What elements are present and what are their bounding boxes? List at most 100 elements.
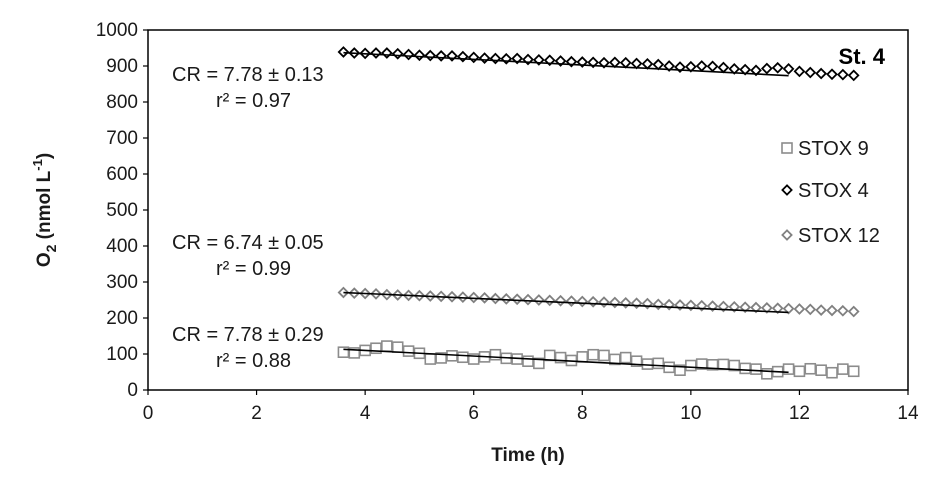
x-tick-label: 8: [577, 403, 588, 424]
data-point-stox-9: [391, 341, 404, 353]
series-layer: [337, 46, 860, 380]
data-point-stox-9: [587, 348, 599, 361]
data-point-stox-12: [641, 297, 654, 310]
data-point-stox-4: [370, 47, 382, 59]
y-axis-title-superscript: -1: [30, 159, 45, 171]
data-point-stox-9: [609, 353, 621, 366]
y-tick-label: 800: [106, 92, 138, 113]
legend-label-stox-9: STOX 9: [798, 138, 869, 160]
data-point-stox-4: [402, 48, 415, 61]
data-point-stox-4: [663, 60, 676, 72]
trendline-stox-9: [343, 348, 789, 374]
legend-marker-stox-9: [781, 142, 793, 154]
data-point-stox-12: [836, 304, 849, 317]
data-point-stox-4: [598, 56, 610, 69]
data-point-stox-9: [761, 367, 773, 380]
x-tick-label: 4: [360, 403, 371, 424]
series-stox-12: [337, 286, 860, 318]
data-point-stox-12: [739, 301, 752, 314]
annotation-stox4-r2: r² = 0.97: [216, 90, 291, 112]
data-point-stox-12: [630, 297, 643, 310]
data-point-stox-4: [489, 52, 502, 65]
data-point-stox-9: [435, 352, 447, 364]
data-point-stox-9: [695, 358, 708, 370]
data-point-stox-12: [760, 302, 773, 314]
legend-label-stox-4: STOX 4: [798, 180, 869, 202]
data-point-stox-4: [836, 68, 849, 81]
annotation-stox9: CR = 7.78 ± 0.29 r² = 0.88: [172, 324, 324, 372]
data-point-stox-9: [598, 349, 610, 362]
data-point-stox-12: [717, 300, 730, 313]
y-axis-title-unit: (nmol L: [34, 170, 55, 244]
data-point-stox-9: [826, 366, 838, 379]
legend: STOX 9 STOX 4 STOX 12: [781, 138, 880, 247]
data-point-stox-9: [793, 365, 806, 378]
data-point-stox-9: [424, 353, 437, 365]
x-tick-label: 14: [897, 403, 919, 424]
data-point-stox-9: [837, 363, 849, 375]
data-point-stox-12: [543, 294, 556, 307]
data-point-stox-9: [576, 351, 589, 363]
data-point-stox-12: [793, 303, 806, 315]
x-axis-ticks: 0 2 4 6 8 10 12 14: [143, 390, 919, 424]
data-point-stox-12: [500, 293, 513, 305]
y-tick-label: 100: [106, 344, 138, 365]
data-point-stox-12: [511, 293, 524, 306]
data-point-stox-4: [511, 52, 524, 65]
data-point-stox-4: [793, 65, 806, 78]
trendline-stox-12: [343, 291, 789, 314]
y-tick-label: 500: [106, 200, 138, 221]
data-point-stox-9: [554, 351, 567, 364]
data-point-stox-4: [587, 56, 600, 69]
data-point-stox-4: [804, 66, 817, 79]
data-point-stox-12: [598, 296, 610, 309]
data-point-stox-9: [674, 364, 686, 377]
data-point-stox-9: [750, 363, 762, 375]
data-point-stox-12: [608, 296, 621, 309]
trendline-stox-4: [343, 51, 789, 77]
data-point-stox-9: [457, 351, 469, 364]
y-axis-title-subscript: 2: [43, 244, 59, 252]
x-tick-label: 2: [251, 403, 262, 424]
y-tick-label: 300: [106, 272, 138, 293]
data-point-stox-9: [348, 347, 361, 359]
annotation-stox4-cr: CR = 7.78 ± 0.13: [172, 64, 324, 86]
data-point-stox-12: [674, 299, 686, 311]
data-point-stox-12: [532, 294, 545, 306]
data-point-stox-9: [706, 358, 719, 371]
data-point-stox-4: [771, 61, 784, 74]
data-point-stox-9: [543, 349, 556, 362]
y-tick-label: 700: [106, 128, 138, 149]
legend-marker-stox-4: [781, 184, 793, 196]
data-point-stox-9: [663, 361, 675, 374]
y-axis-title-prefix: O: [34, 252, 55, 267]
annotation-stox12-cr: CR = 6.74 ± 0.05: [172, 232, 324, 254]
data-point-stox-4: [435, 50, 448, 62]
data-point-stox-9: [370, 342, 382, 355]
data-point-stox-9: [717, 358, 730, 371]
data-point-stox-9: [815, 364, 827, 377]
data-point-stox-12: [782, 302, 795, 315]
data-point-stox-12: [847, 305, 860, 318]
y-tick-label: 1000: [96, 20, 138, 41]
panel-label: St. 4: [839, 44, 886, 69]
legend-marker-stox-12: [781, 229, 793, 241]
data-point-stox-9: [630, 355, 643, 368]
data-point-stox-9: [381, 340, 393, 352]
data-point-stox-12: [771, 302, 784, 315]
data-point-stox-9: [739, 362, 751, 375]
data-point-stox-9: [522, 355, 534, 368]
data-point-stox-4: [760, 62, 773, 75]
data-point-stox-9: [847, 365, 860, 378]
data-point-stox-12: [684, 299, 697, 312]
series-stox-4: [337, 46, 860, 82]
data-point-stox-12: [728, 300, 741, 313]
data-point-stox-12: [804, 303, 817, 316]
data-point-stox-4: [413, 49, 426, 62]
y-tick-label: 0: [127, 380, 138, 401]
y-tick-label: 400: [106, 236, 138, 257]
data-point-stox-9: [489, 348, 502, 361]
data-point-stox-4: [826, 68, 838, 81]
x-tick-label: 6: [468, 403, 479, 424]
data-point-stox-12: [478, 291, 491, 304]
